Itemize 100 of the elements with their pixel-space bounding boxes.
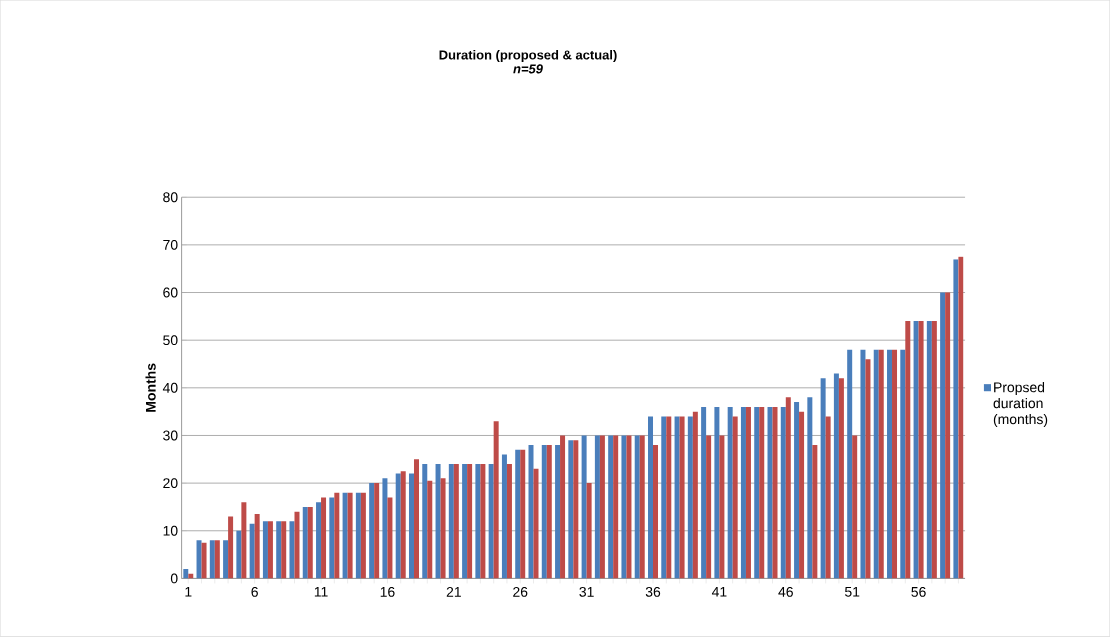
bar (533, 468, 539, 579)
bar (241, 502, 247, 579)
bar (347, 492, 353, 579)
bar (395, 473, 401, 579)
bar (334, 492, 340, 579)
y-tick-label: 40 (162, 383, 178, 393)
bar (214, 540, 220, 579)
bar (905, 321, 911, 579)
bar (573, 440, 579, 579)
bar (714, 407, 720, 579)
bar (541, 445, 547, 579)
bar (772, 407, 778, 579)
bar (427, 480, 433, 579)
bar (727, 407, 733, 579)
bar (639, 435, 645, 579)
bar (780, 407, 786, 579)
bar (440, 478, 446, 579)
bar (626, 435, 632, 579)
bar (307, 507, 313, 579)
bar (249, 523, 255, 579)
bar (892, 349, 898, 579)
bar (382, 478, 388, 579)
bar (838, 378, 844, 579)
y-tick-label: 80 (163, 192, 178, 203)
bar (586, 483, 592, 579)
bar (621, 435, 627, 579)
bar (276, 521, 282, 579)
y-tick-label: 0 (170, 573, 178, 584)
x-tick-label: 11 (314, 587, 328, 597)
bar (400, 471, 406, 579)
bar (833, 373, 839, 579)
x-tick-label: 56 (911, 587, 926, 597)
bar (448, 464, 454, 579)
bar (462, 464, 468, 579)
bar (294, 511, 300, 579)
x-tick-label: 46 (778, 587, 793, 597)
y-axis-title: Months (145, 363, 156, 412)
bar (289, 521, 295, 579)
bar (754, 407, 760, 579)
bar (281, 521, 287, 579)
bar (493, 421, 499, 579)
y-tick-label: 10 (163, 525, 178, 536)
y-tick-label: 20 (163, 478, 178, 489)
bar (316, 502, 322, 579)
bar (794, 402, 800, 579)
bar (847, 349, 853, 579)
bar (825, 416, 831, 579)
x-tick-label: 31 (579, 587, 594, 597)
bar (940, 292, 946, 579)
bar (634, 435, 640, 579)
bar (745, 407, 751, 579)
bar (201, 542, 207, 579)
bar (413, 459, 419, 579)
bar (613, 435, 619, 579)
bar (369, 483, 375, 579)
bar (674, 416, 680, 579)
bar (223, 540, 229, 579)
bar (422, 464, 428, 579)
bar (374, 483, 380, 579)
bar (408, 473, 414, 579)
bar (262, 521, 268, 579)
bar (807, 397, 813, 579)
bar (887, 349, 893, 579)
x-tick-label: 36 (645, 587, 661, 597)
bar (860, 349, 866, 579)
bar (608, 435, 614, 579)
bar (759, 407, 765, 579)
bar (719, 435, 725, 579)
x-tick-label: 6 (251, 587, 258, 597)
bar (520, 449, 526, 579)
bar (467, 464, 473, 579)
x-tick-label: 1 (185, 587, 192, 597)
bar (528, 445, 534, 579)
bar (568, 440, 574, 579)
bar (360, 492, 366, 579)
bar (599, 435, 605, 579)
bar (321, 497, 327, 579)
x-tick-label: 51 (844, 587, 860, 597)
bar (209, 540, 215, 579)
bar (254, 514, 260, 579)
bar (355, 492, 361, 579)
x-tick-label: 41 (711, 587, 727, 597)
bar (812, 445, 818, 579)
bar (515, 449, 521, 579)
y-tick-label: 50 (163, 335, 178, 346)
x-tick-label: 21 (446, 587, 461, 597)
y-tick-label: 60 (163, 287, 178, 298)
bar (878, 349, 884, 579)
bar (785, 397, 791, 579)
chart-subtitle: n=59 (513, 64, 543, 74)
bar (926, 321, 932, 579)
bar (653, 445, 659, 579)
y-tick-label: 70 (163, 240, 178, 250)
bar (740, 407, 746, 579)
bar (666, 416, 672, 579)
bar (706, 435, 712, 579)
bar (581, 435, 587, 579)
bar (767, 407, 773, 579)
bar (918, 321, 924, 579)
bar (555, 445, 561, 579)
